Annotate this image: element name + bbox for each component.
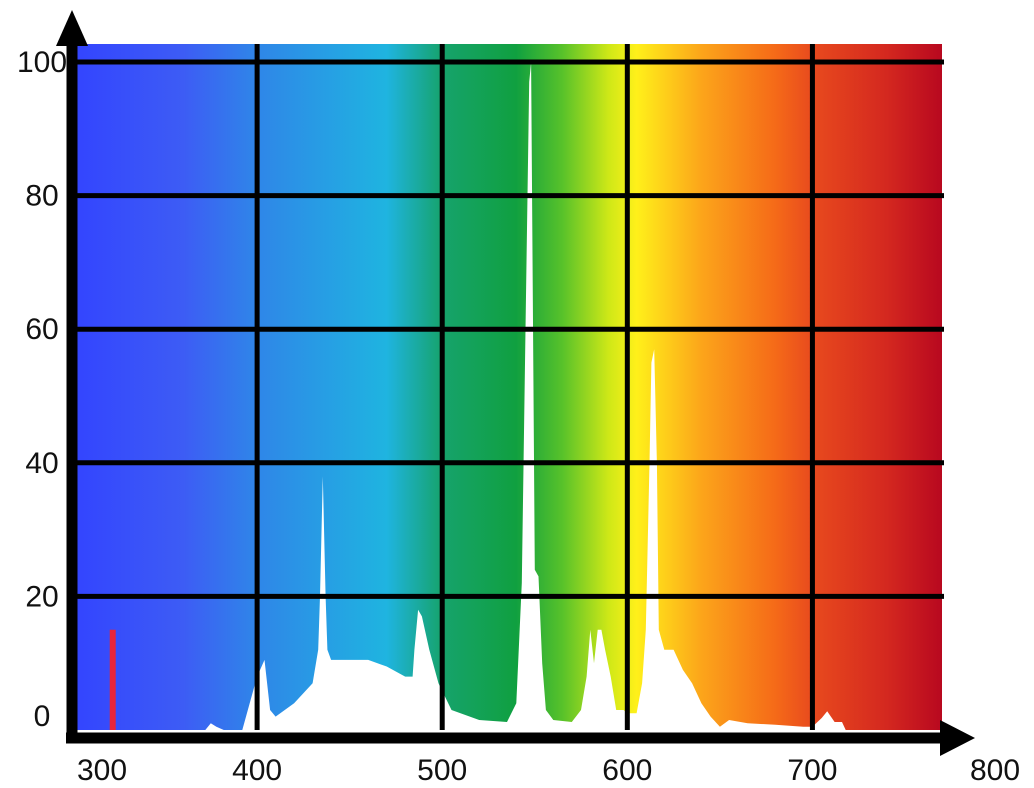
y-axis-arrow [56, 10, 88, 46]
spectrum-background [72, 44, 942, 730]
tick-label-layer: 0 20 40 60 80 100 300 400 500 600 700 800 [17, 46, 1020, 787]
y-tick-label-0: 0 [34, 700, 51, 733]
x-tick-label-700: 700 [787, 754, 837, 787]
grid-layer [72, 44, 944, 730]
x-tick-label-400: 400 [232, 754, 282, 787]
y-tick-label-80: 80 [25, 180, 58, 213]
x-tick-label-800: 800 [970, 754, 1020, 787]
y-tick-label-60: 60 [25, 313, 58, 346]
x-tick-label-500: 500 [417, 754, 467, 787]
x-tick-label-300: 300 [77, 754, 127, 787]
y-tick-label-100: 100 [17, 46, 67, 79]
emission-area-series-0 [205, 62, 846, 730]
y-tick-label-20: 20 [25, 580, 58, 613]
emission-area-layer [205, 62, 846, 730]
axis-layer [56, 10, 975, 756]
x-tick-label-600: 600 [602, 754, 652, 787]
y-tick-label-40: 40 [25, 447, 58, 480]
x-axis-arrow [940, 720, 975, 756]
